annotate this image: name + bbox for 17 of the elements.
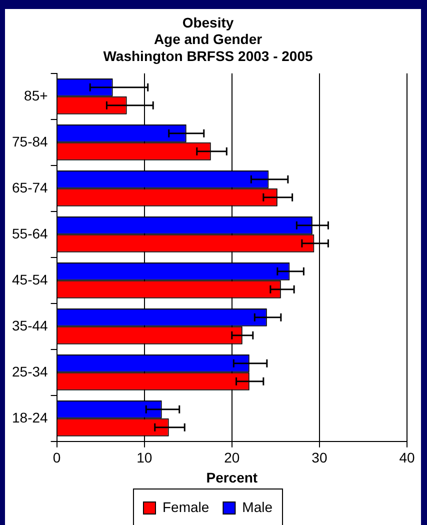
y-tick-label: 55-64 [12,225,48,242]
x-tick-label: 10 [136,450,152,466]
x-tick-label: 30 [312,450,328,466]
x-axis-title: Percent [206,469,258,486]
y-tick-label: 65-74 [12,179,48,196]
y-tick-label: 75-84 [12,133,48,150]
chart-title: Obesity Age and Gender Washington BRFSS 2003 - 2005 [103,14,313,64]
legend-label: Male [242,498,273,515]
y-tick-label: 18-24 [12,409,48,426]
x-tick-label: 40 [399,450,415,466]
y-tick-label: 25-34 [12,363,48,380]
legend-label: Female [162,498,210,515]
x-tick-label: 0 [52,450,61,466]
x-tick-label: 20 [224,450,240,466]
y-tick-label: 45-54 [12,271,48,288]
y-tick-label: 85+ [24,87,48,104]
y-tick-label: 35-44 [12,317,48,334]
